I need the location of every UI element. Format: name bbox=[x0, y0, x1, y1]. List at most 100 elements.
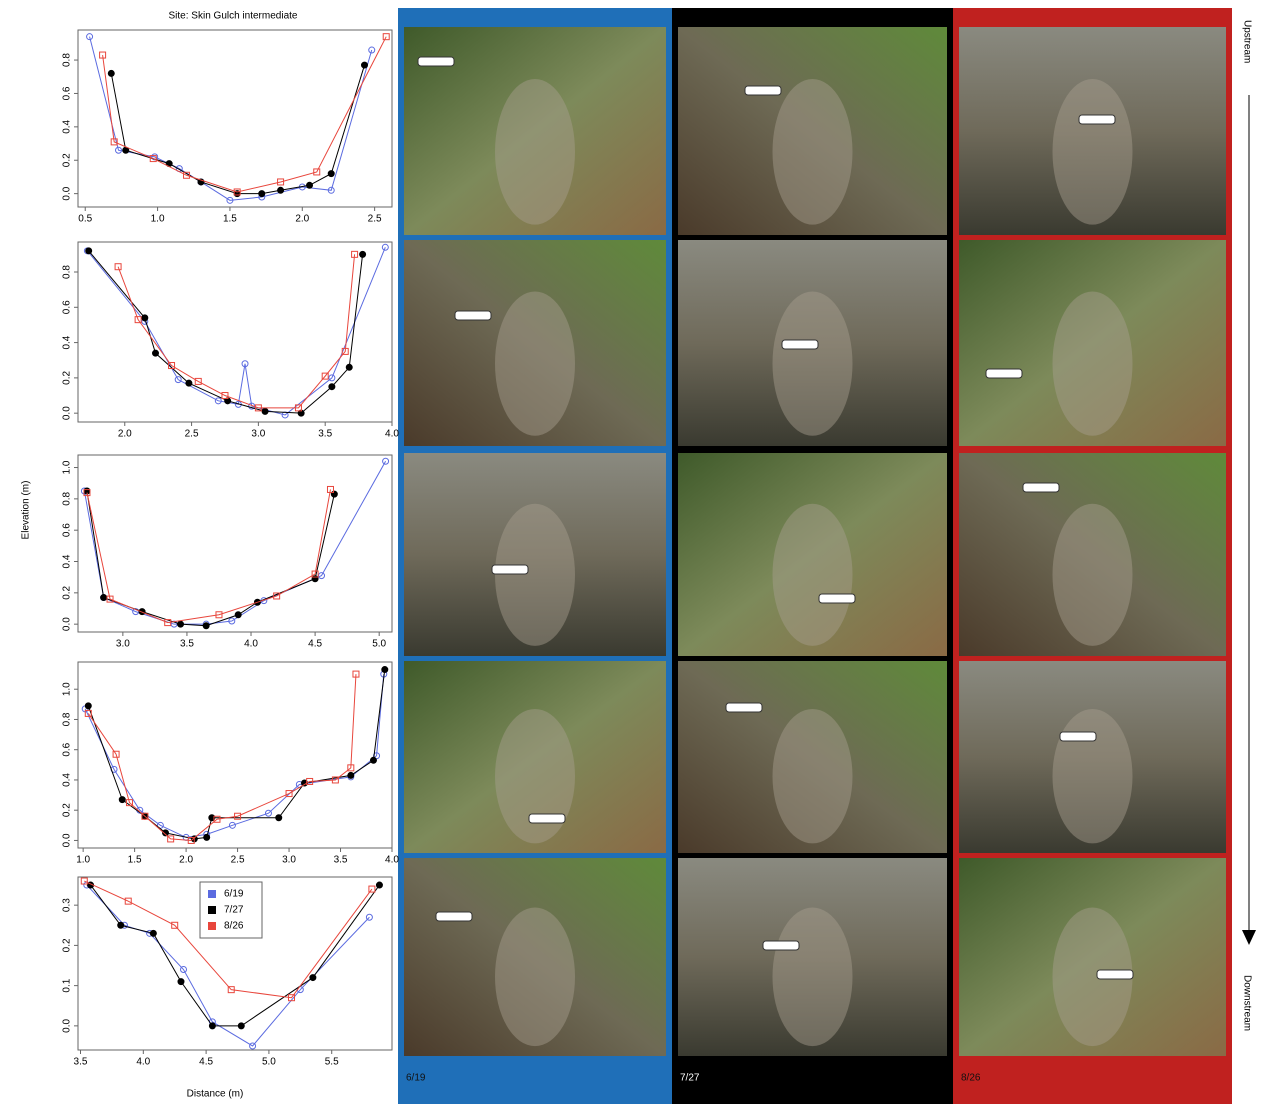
photo-arrow bbox=[819, 594, 855, 603]
x-tick-label: 2.5 bbox=[185, 429, 199, 440]
point bbox=[362, 62, 368, 68]
point bbox=[178, 979, 184, 985]
y-tick-label: 0.0 bbox=[62, 1018, 73, 1032]
photo bbox=[959, 27, 1226, 235]
x-tick-label: 2.5 bbox=[231, 855, 245, 866]
photo bbox=[404, 453, 666, 656]
photo bbox=[678, 858, 947, 1056]
series-line bbox=[103, 37, 387, 192]
photo-arrow bbox=[1060, 732, 1096, 741]
photo bbox=[959, 240, 1226, 446]
legend-swatch bbox=[208, 890, 216, 898]
point bbox=[307, 182, 313, 188]
x-tick-label: 2.0 bbox=[179, 855, 193, 866]
series-line bbox=[84, 461, 385, 624]
series-line bbox=[111, 65, 364, 194]
x-tick-label: 2.0 bbox=[295, 214, 309, 225]
y-tick-label: 0.6 bbox=[62, 86, 73, 100]
photo bbox=[404, 661, 666, 853]
photo bbox=[959, 453, 1226, 656]
photo-arrow bbox=[1097, 970, 1133, 979]
x-tick-label: 5.5 bbox=[325, 1057, 339, 1068]
y-tick-label: 1.0 bbox=[62, 682, 73, 696]
point bbox=[329, 384, 335, 390]
x-tick-label: 5.0 bbox=[372, 639, 386, 650]
y-tick-label: 1.0 bbox=[62, 460, 73, 474]
photo-stream bbox=[1053, 79, 1133, 225]
y-tick-label: 0.6 bbox=[62, 742, 73, 756]
x-tick-label: 3.0 bbox=[116, 639, 130, 650]
x-tick-label: 2.5 bbox=[368, 214, 382, 225]
photo-arrow bbox=[455, 311, 491, 320]
y-tick-label: 0.2 bbox=[62, 153, 73, 167]
photo-grid: 6/197/278/26UpstreamDownstream bbox=[398, 8, 1256, 1104]
photo-arrow bbox=[986, 369, 1022, 378]
point bbox=[209, 1023, 215, 1029]
legend-swatch bbox=[208, 906, 216, 914]
series-line bbox=[87, 489, 331, 622]
legend-label: 6/19 bbox=[224, 889, 244, 900]
y-tick-label: 0.2 bbox=[62, 585, 73, 599]
point bbox=[360, 251, 366, 257]
y-tick-label: 0.1 bbox=[62, 978, 73, 992]
y-tick-label: 0.2 bbox=[62, 370, 73, 384]
photo bbox=[959, 858, 1226, 1056]
x-tick-label: 4.5 bbox=[199, 1057, 213, 1068]
legend-label: 7/27 bbox=[224, 905, 244, 916]
x-tick-label: 1.5 bbox=[223, 214, 237, 225]
point bbox=[328, 171, 334, 177]
x-tick-label: 4.0 bbox=[385, 429, 399, 440]
x-tick-label: 1.5 bbox=[128, 855, 142, 866]
point bbox=[382, 667, 388, 673]
y-tick-label: 0.4 bbox=[62, 335, 73, 349]
plot-frame bbox=[78, 662, 392, 848]
photo bbox=[678, 240, 947, 446]
y-tick-label: 0.6 bbox=[62, 300, 73, 314]
point bbox=[310, 975, 316, 981]
chart-title: Site: Skin Gulch intermediate bbox=[169, 11, 298, 22]
x-tick-label: 1.0 bbox=[76, 855, 90, 866]
series-line bbox=[88, 674, 356, 840]
point bbox=[178, 621, 184, 627]
y-tick-label: 0.4 bbox=[62, 773, 73, 787]
plot-frame bbox=[78, 242, 392, 422]
series-line bbox=[89, 251, 363, 413]
series-line bbox=[87, 491, 334, 626]
photo-stream bbox=[773, 504, 853, 646]
photo bbox=[678, 453, 947, 656]
y-tick-label: 0.0 bbox=[62, 833, 73, 847]
photo-arrow bbox=[745, 86, 781, 95]
photo-arrow bbox=[492, 565, 528, 574]
series-line bbox=[87, 247, 385, 415]
x-tick-label: 4.5 bbox=[308, 639, 322, 650]
photo-stream bbox=[495, 908, 575, 1047]
point bbox=[118, 922, 124, 928]
x-tick-label: 3.5 bbox=[318, 429, 332, 440]
photo bbox=[678, 661, 947, 853]
column-label: 8/26 bbox=[961, 1073, 981, 1084]
point bbox=[142, 315, 148, 321]
point bbox=[346, 364, 352, 370]
x-tick-label: 3.0 bbox=[282, 855, 296, 866]
y-tick-label: 0.2 bbox=[62, 803, 73, 817]
photo bbox=[678, 27, 947, 235]
point bbox=[86, 248, 92, 254]
photo-stream bbox=[495, 504, 575, 646]
point bbox=[203, 623, 209, 629]
y-tick-label: 0.8 bbox=[62, 491, 73, 505]
photo-arrow bbox=[763, 941, 799, 950]
upstream-label: Upstream bbox=[1241, 20, 1252, 63]
point bbox=[85, 703, 91, 709]
point bbox=[152, 350, 158, 356]
photo-stream bbox=[1053, 504, 1133, 646]
point bbox=[204, 834, 210, 840]
flow-arrowhead bbox=[1242, 930, 1256, 945]
y-tick-label: 0.0 bbox=[62, 406, 73, 420]
point bbox=[276, 815, 282, 821]
photo-arrow bbox=[726, 703, 762, 712]
point bbox=[238, 1023, 244, 1029]
x-tick-label: 3.5 bbox=[74, 1057, 88, 1068]
